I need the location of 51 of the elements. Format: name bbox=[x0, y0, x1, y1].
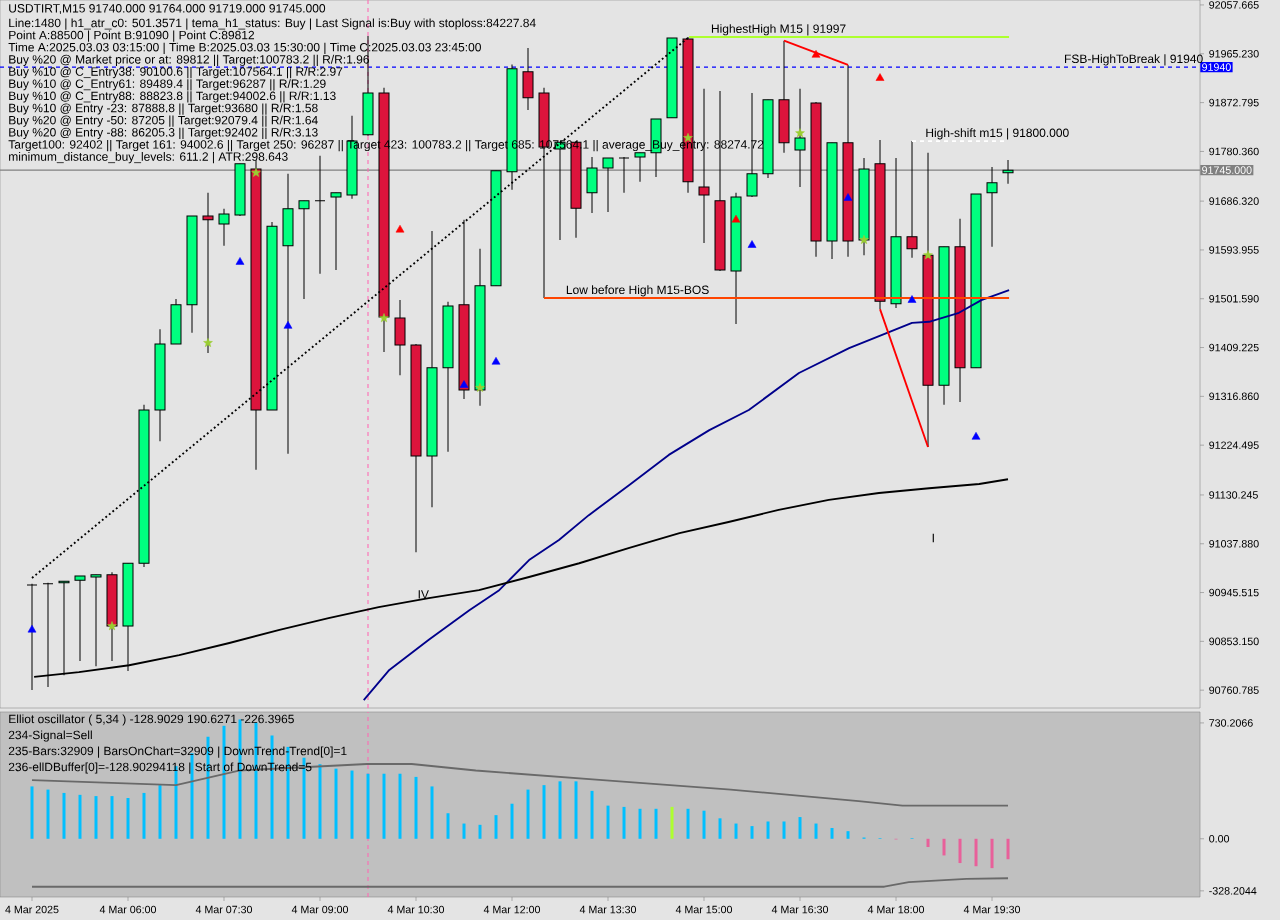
y-tick-label: 91224.495 bbox=[1209, 441, 1259, 449]
y-tick-label: 91593.955 bbox=[1209, 246, 1259, 254]
x-tick-label: 4 Mar 2025 bbox=[5, 905, 59, 914]
annotation: minimum_distance_buy_levels: 611.2 | ATR:298.643 bbox=[9, 152, 288, 164]
y-tick-label: 91965.230 bbox=[1209, 50, 1259, 58]
y-tick-label: 91316.860 bbox=[1209, 392, 1259, 401]
annotation: HighestHigh M15 | 91997 bbox=[711, 24, 846, 36]
x-tick-label: 4 Mar 10:30 bbox=[387, 905, 445, 914]
annotation: IV bbox=[418, 590, 429, 599]
y-tick-label: 91409.225 bbox=[1209, 343, 1259, 352]
y-tick-label: 91037.880 bbox=[1209, 539, 1259, 548]
annotation: FSB-HighToBreak | 91940 bbox=[1065, 54, 1203, 66]
x-tick-label: 4 Mar 06:00 bbox=[99, 905, 157, 914]
x-tick-label: 4 Mar 18:00 bbox=[867, 905, 925, 914]
y-tick-label: 730.2066 bbox=[1209, 719, 1253, 727]
annotation: I bbox=[932, 533, 934, 543]
y-tick-label: 90853.150 bbox=[1209, 637, 1259, 646]
annotation: Buy %10 @ C_Entry38: 90100.6 || Target:107564.1 || R/R:2.97 bbox=[9, 66, 343, 79]
ref-line-label: 91745.000 bbox=[1202, 166, 1252, 174]
annotation: Buy %20 @ Entry -50: 87205 || Target:92079.4 || R/R:1.64 bbox=[9, 115, 318, 127]
x-tick-label: 4 Mar 09:00 bbox=[291, 905, 349, 914]
y-tick-label: 90760.785 bbox=[1209, 686, 1259, 694]
annotation: High-shift m15 | 91800.000 bbox=[926, 128, 1069, 140]
y-tick-label: 91872.795 bbox=[1209, 98, 1259, 107]
annotation: Time A:2025.03.03 03:15:00 | Time B:2025.03.03 15:30:00 | Time C:2025.03.03 23:45:00 bbox=[8, 42, 481, 54]
x-tick-label: 4 Mar 12:00 bbox=[483, 905, 541, 914]
annotation: Buy %20 @ Entry -88: 86205.3 || Target:92402 || R/R:3.13 bbox=[9, 127, 318, 139]
y-tick-label: 91130.245 bbox=[1209, 491, 1258, 499]
chart-title: USDTIRT,M15 91740.000 91764.000 91719.000 91745.000 bbox=[9, 4, 326, 14]
annotation: Buy %20 @ Market price or at: 89812 || Target:100783.2 || R/R:1.96 bbox=[9, 54, 369, 67]
y-tick-label: 90945.515 bbox=[1209, 588, 1259, 597]
x-tick-label: 4 Mar 16:30 bbox=[771, 905, 829, 914]
annotation: 234-Signal=Sell bbox=[8, 730, 92, 742]
x-tick-label: 4 Mar 19:30 bbox=[963, 905, 1021, 914]
x-tick-label: 4 Mar 07:30 bbox=[195, 905, 253, 914]
annotation: Buy %10 @ C_Entry61: 89489.4 || Target:96287 || R/R:1.29 bbox=[9, 79, 326, 91]
annotation: Elliot oscillator ( 5,34 ) -128.9029 190.6271 -226.3965 bbox=[9, 714, 294, 726]
x-tick-label: 4 Mar 15:00 bbox=[675, 905, 733, 914]
annotation: Buy %10 @ C_Entry88: 88823.8 || Target:94002.6 || R/R:1.13 bbox=[9, 91, 336, 103]
annotation: Line:1480 | h1_atr_c0: 501.3571 | tema_h1_status: Buy | Last Signal is:Buy with stoploss:84227.84 bbox=[9, 18, 536, 30]
y-tick-label: 92057.665 bbox=[1209, 1, 1259, 9]
y-tick-label: 91686.320 bbox=[1209, 197, 1259, 205]
y-tick-label: 91780.360 bbox=[1209, 147, 1259, 156]
ref-line-label: 91940 bbox=[1202, 63, 1231, 71]
annotation: Low before High M15-BOS bbox=[566, 285, 709, 297]
y-tick-label: 91501.590 bbox=[1209, 294, 1259, 303]
y-tick-label: -328.2044 bbox=[1209, 887, 1257, 895]
annotation: Point A:88500 | Point B:91090 | Point C:89812 bbox=[9, 30, 255, 42]
annotation: Buy %10 @ Entry -23: 87888.8 || Target:93680 || R/R:1.58 bbox=[9, 103, 318, 115]
y-tick-label: 0.00 bbox=[1209, 835, 1230, 843]
x-tick-label: 4 Mar 13:30 bbox=[579, 905, 637, 914]
